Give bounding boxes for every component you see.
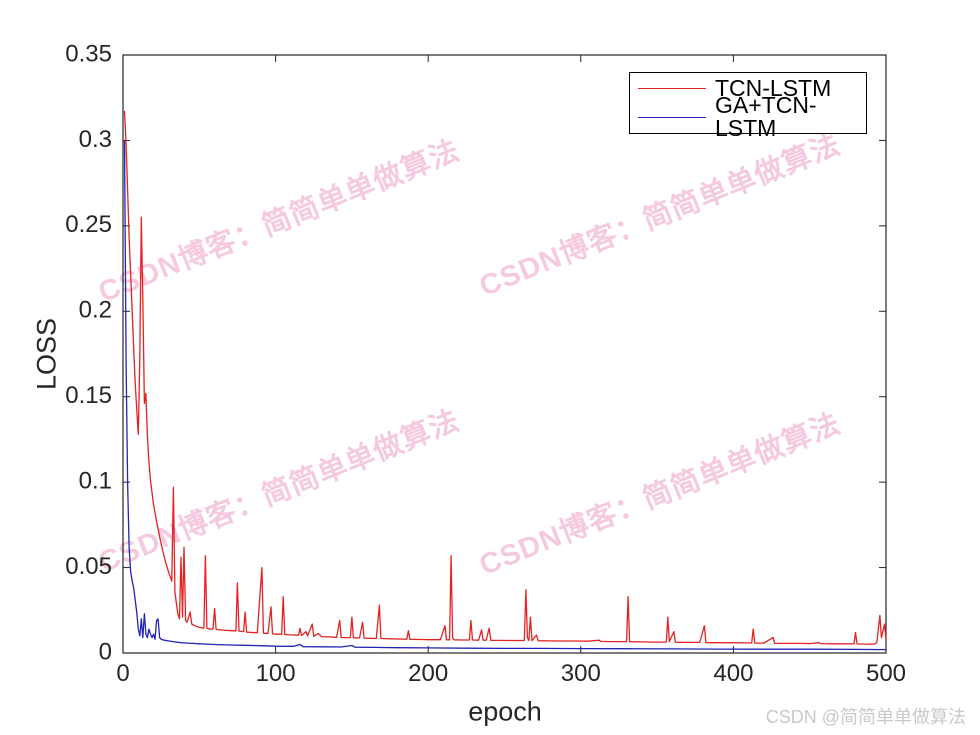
y-tick-label: 0.35 <box>65 40 112 67</box>
y-tick-label: 0.3 <box>79 126 112 153</box>
legend-line-sample-red <box>638 88 706 90</box>
y-tick-label: 0.2 <box>79 297 112 324</box>
x-tick-label: 200 <box>408 660 448 687</box>
legend-item-ga-tcn-lstm: GA+TCN-LSTM <box>630 94 866 140</box>
x-tick-label: 500 <box>866 660 906 687</box>
series-tcn-lstm-line <box>123 110 887 645</box>
y-tick-label: 0.15 <box>65 382 112 409</box>
y-tick-label: 0.25 <box>65 211 112 238</box>
legend-item-tcn-lstm: TCN-LSTM <box>630 76 866 102</box>
x-axis-label: epoch <box>468 696 542 727</box>
y-axis-label: LOSS <box>31 317 62 391</box>
y-tick-label: 0.1 <box>79 467 112 494</box>
y-tick-label: 0.05 <box>65 553 112 580</box>
legend: TCN-LSTM GA+TCN-LSTM <box>629 72 867 140</box>
watermark-credit: CSDN @简简单单做算法 <box>765 707 966 727</box>
x-tick-label: 100 <box>256 660 296 687</box>
legend-line-sample-blue <box>638 116 706 118</box>
x-tick-label: 400 <box>713 660 753 687</box>
plot-border <box>122 54 887 654</box>
x-tick-label: 300 <box>561 660 601 687</box>
legend-label-ga-tcn-lstm: GA+TCN-LSTM <box>715 92 817 142</box>
x-tick-label: 0 <box>116 660 129 687</box>
legend-label-tcn-lstm: TCN-LSTM <box>715 75 832 102</box>
y-tick-label: 0 <box>99 638 112 665</box>
series-ga-tcn-lstm-line <box>123 139 887 651</box>
